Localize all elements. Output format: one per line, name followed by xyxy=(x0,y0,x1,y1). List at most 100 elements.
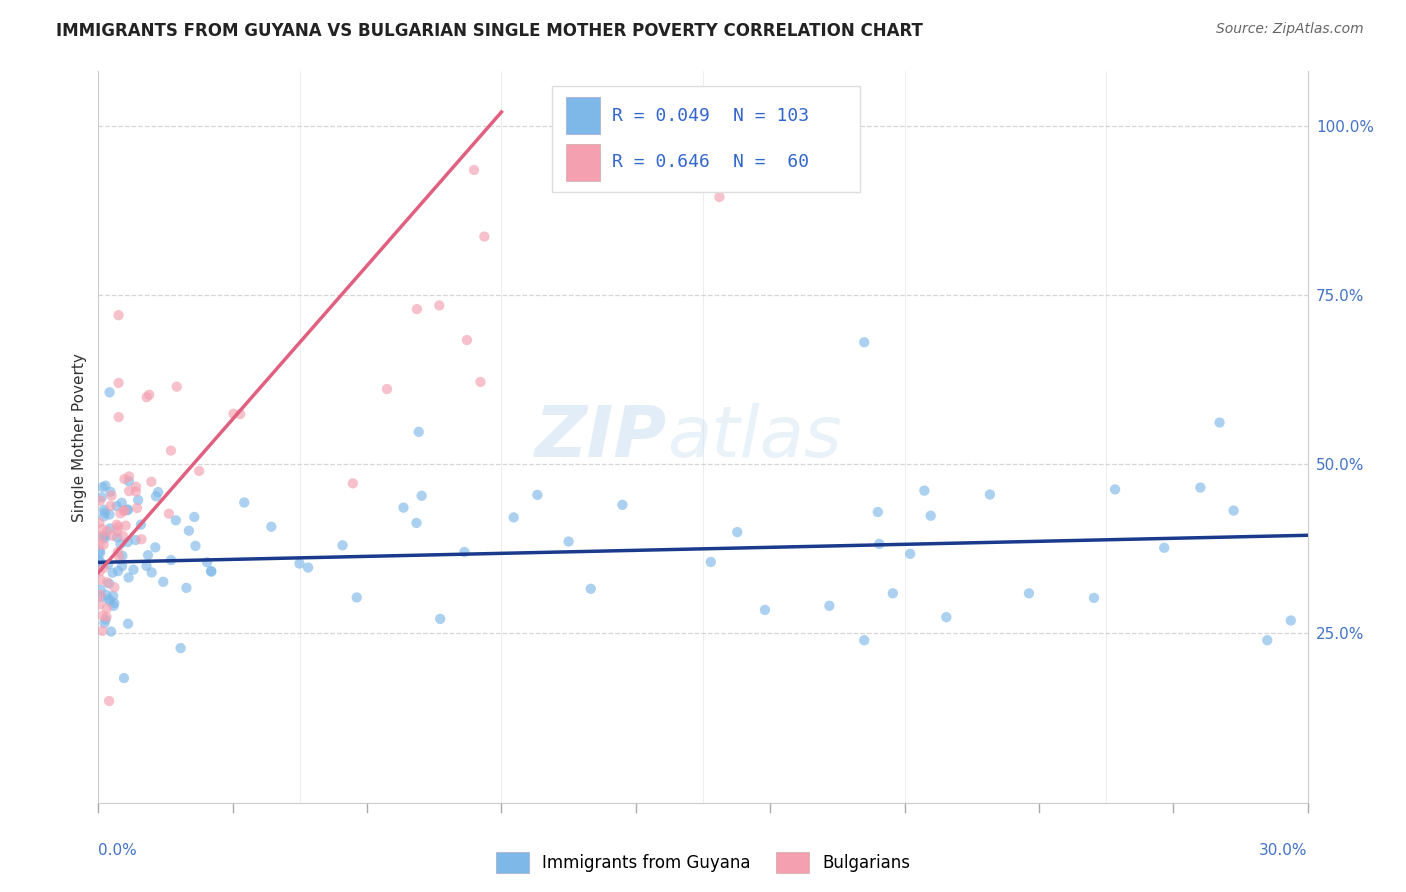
Point xyxy=(146,485,169,500)
Point xyxy=(169,641,191,656)
Point xyxy=(100,489,122,503)
Point xyxy=(93,538,115,552)
Point xyxy=(89,493,111,508)
Point xyxy=(96,575,118,590)
Point xyxy=(98,594,121,608)
Point xyxy=(117,503,139,517)
Point xyxy=(117,616,139,631)
Point xyxy=(110,507,132,521)
Point xyxy=(112,504,135,518)
Point xyxy=(112,503,135,517)
Point xyxy=(866,505,889,519)
Point xyxy=(453,545,475,559)
Text: IMMIGRANTS FROM GUYANA VS BULGARIAN SINGLE MOTHER POVERTY CORRELATION CHART: IMMIGRANTS FROM GUYANA VS BULGARIAN SING… xyxy=(56,22,924,40)
Y-axis label: Single Mother Poverty: Single Mother Poverty xyxy=(72,352,87,522)
Point xyxy=(107,545,129,559)
Point xyxy=(117,502,139,516)
Point xyxy=(94,529,117,543)
Point xyxy=(157,507,180,521)
Point xyxy=(98,576,121,591)
Point xyxy=(96,601,118,615)
Point xyxy=(87,554,110,568)
Point xyxy=(1279,614,1302,628)
Point xyxy=(898,547,921,561)
Point xyxy=(91,522,114,536)
FancyBboxPatch shape xyxy=(567,97,600,134)
Point xyxy=(853,633,876,648)
Point xyxy=(138,388,160,402)
Point xyxy=(135,558,157,573)
Point xyxy=(709,190,731,204)
Point xyxy=(94,612,117,626)
Point xyxy=(160,443,183,458)
Point xyxy=(101,589,124,603)
Point xyxy=(91,608,114,623)
Text: 30.0%: 30.0% xyxy=(1260,843,1308,858)
Point xyxy=(103,599,125,613)
Point xyxy=(94,478,117,492)
Point xyxy=(118,469,141,483)
Point xyxy=(342,476,364,491)
Point xyxy=(260,519,283,533)
Point xyxy=(463,163,485,178)
Point xyxy=(160,553,183,567)
Point xyxy=(502,510,524,524)
Point xyxy=(1104,483,1126,497)
Point xyxy=(89,573,111,587)
Point xyxy=(853,335,876,350)
Point xyxy=(89,537,111,551)
Point xyxy=(91,529,114,543)
Point xyxy=(612,498,634,512)
Point xyxy=(114,518,136,533)
Point xyxy=(979,487,1001,501)
Point xyxy=(526,488,548,502)
Point xyxy=(89,588,111,602)
Point xyxy=(145,489,167,503)
Point xyxy=(111,496,134,510)
Point xyxy=(111,559,134,574)
Point xyxy=(89,597,111,611)
Point xyxy=(89,544,111,558)
Point xyxy=(456,333,478,347)
Point xyxy=(136,548,159,562)
Point xyxy=(107,410,129,425)
Point xyxy=(101,529,124,543)
Point xyxy=(101,566,124,580)
Point xyxy=(392,500,415,515)
Point xyxy=(676,137,699,152)
Point xyxy=(177,524,200,538)
Point xyxy=(740,119,762,133)
Point xyxy=(111,529,134,543)
Text: R = 0.049: R = 0.049 xyxy=(613,107,710,125)
Point xyxy=(98,508,121,522)
Point xyxy=(557,534,579,549)
Point xyxy=(222,407,245,421)
Point xyxy=(107,519,129,533)
Point xyxy=(868,537,890,551)
Point xyxy=(1222,503,1244,517)
Point xyxy=(93,616,115,631)
FancyBboxPatch shape xyxy=(567,145,600,181)
Text: 0.0%: 0.0% xyxy=(98,843,138,858)
Point xyxy=(184,539,207,553)
Point xyxy=(112,671,135,685)
Point xyxy=(129,517,152,532)
Point xyxy=(1208,416,1230,430)
Point xyxy=(117,535,139,549)
Point xyxy=(127,493,149,508)
Point xyxy=(818,599,841,613)
Point xyxy=(131,533,153,547)
Point xyxy=(332,538,354,552)
Point xyxy=(408,425,430,439)
Point xyxy=(166,379,188,393)
Point xyxy=(90,582,112,597)
Point xyxy=(98,385,121,400)
Point xyxy=(125,484,148,499)
Point xyxy=(89,564,111,578)
Point xyxy=(411,489,433,503)
Point xyxy=(100,484,122,499)
Point xyxy=(152,574,174,589)
Point xyxy=(108,550,131,565)
Point xyxy=(90,529,112,543)
Point xyxy=(200,565,222,579)
